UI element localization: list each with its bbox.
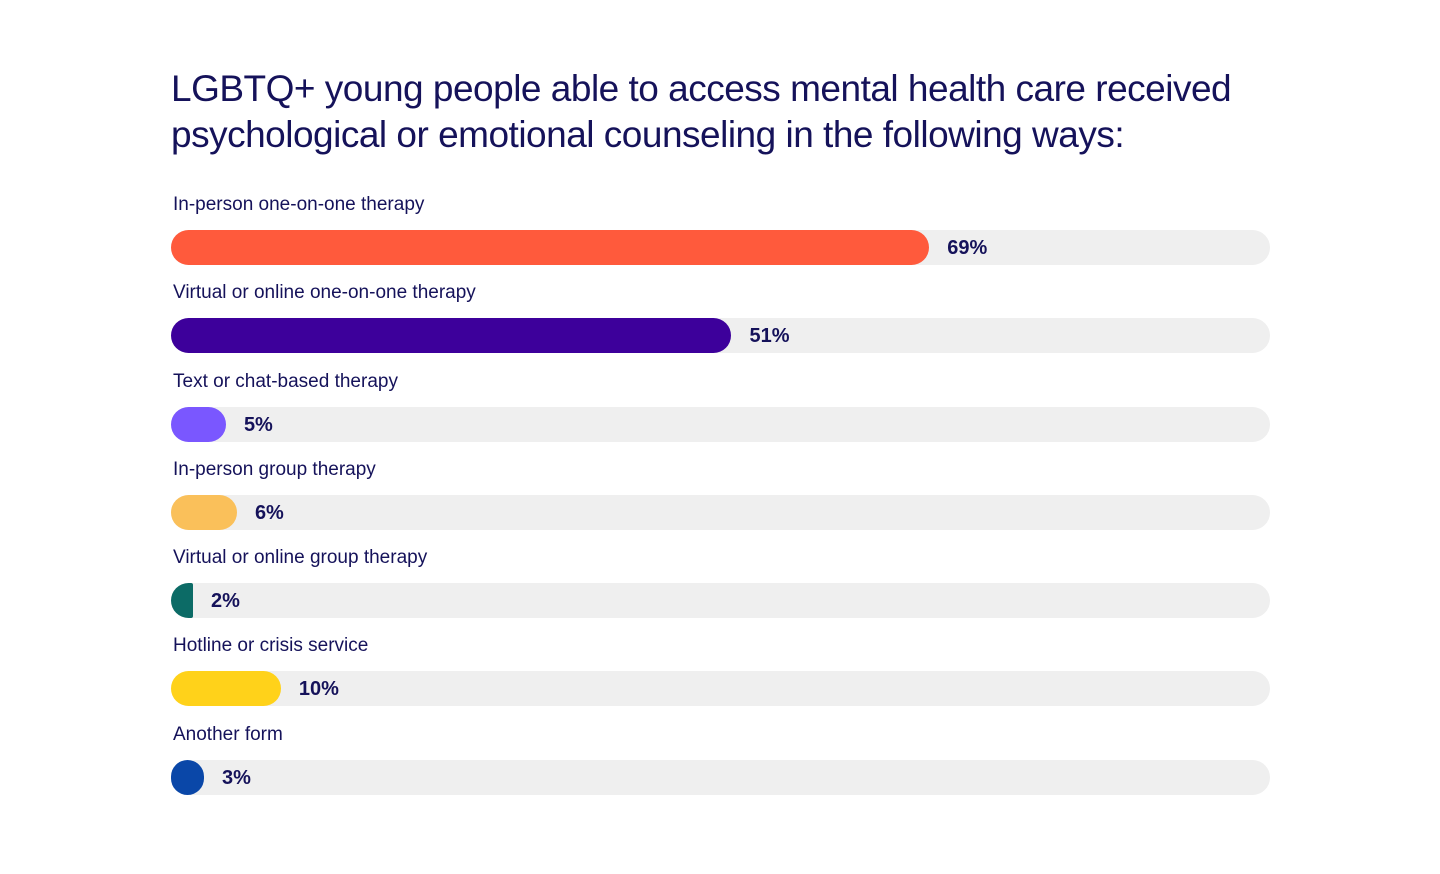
bar-value-label: 69% <box>947 237 988 259</box>
bar-row: In-person one-on-one therapy 69% <box>171 193 1270 281</box>
bar-fill <box>171 759 204 795</box>
bar-row: Virtual or online one-on-one therapy 51% <box>171 281 1270 369</box>
bar-fill <box>171 494 237 530</box>
bar-category-label: Another form <box>173 723 283 745</box>
bar-chart: LGBTQ+ young people able to access menta… <box>171 66 1270 811</box>
bar-fill <box>171 671 281 707</box>
bar-category-label: Virtual or online group therapy <box>173 547 428 569</box>
bar-track: 2% <box>171 583 1270 619</box>
bar-value-label: 10% <box>298 678 339 701</box>
bar-row: In-person group therapy 6% <box>171 458 1270 546</box>
bar-row: Text or chat-based therapy 5% <box>171 370 1270 458</box>
chart-title: LGBTQ+ young people able to access menta… <box>171 68 1232 155</box>
bar-fill <box>171 583 193 619</box>
bar-row: Another form 3% <box>171 723 1270 811</box>
bar-category-label: Hotline or crisis service <box>173 635 369 657</box>
bar-category-label: In-person one-on-one therapy <box>173 194 425 215</box>
bar-category-label: Text or chat-based therapy <box>173 370 398 392</box>
bar-track: 51% <box>171 318 1270 354</box>
bar-value-label: 3% <box>221 766 251 789</box>
bar-category-label: Virtual or online one-on-one therapy <box>173 282 476 304</box>
bar-rows: In-person one-on-one therapy 69% Virtual o… <box>171 193 1270 811</box>
bar-track: 69% <box>171 230 1270 265</box>
bar-category-label: In-person group therapy <box>173 458 376 480</box>
bar-value-label: 6% <box>254 501 284 524</box>
bar-fill <box>171 230 930 265</box>
bar-track: 10% <box>171 671 1270 707</box>
bar-track: 3% <box>171 759 1270 795</box>
bar-track: 5% <box>171 406 1270 442</box>
bar-fill <box>171 318 732 354</box>
bar-fill <box>171 406 226 442</box>
bar-value-label: 2% <box>211 590 240 613</box>
bar-row: Hotline or crisis service 10% <box>171 634 1270 722</box>
bar-value-label: 51% <box>749 325 790 348</box>
bar-value-label: 5% <box>243 413 273 436</box>
bar-row: Virtual or online group therapy 2% <box>171 546 1270 634</box>
bar-track: 6% <box>171 494 1270 530</box>
